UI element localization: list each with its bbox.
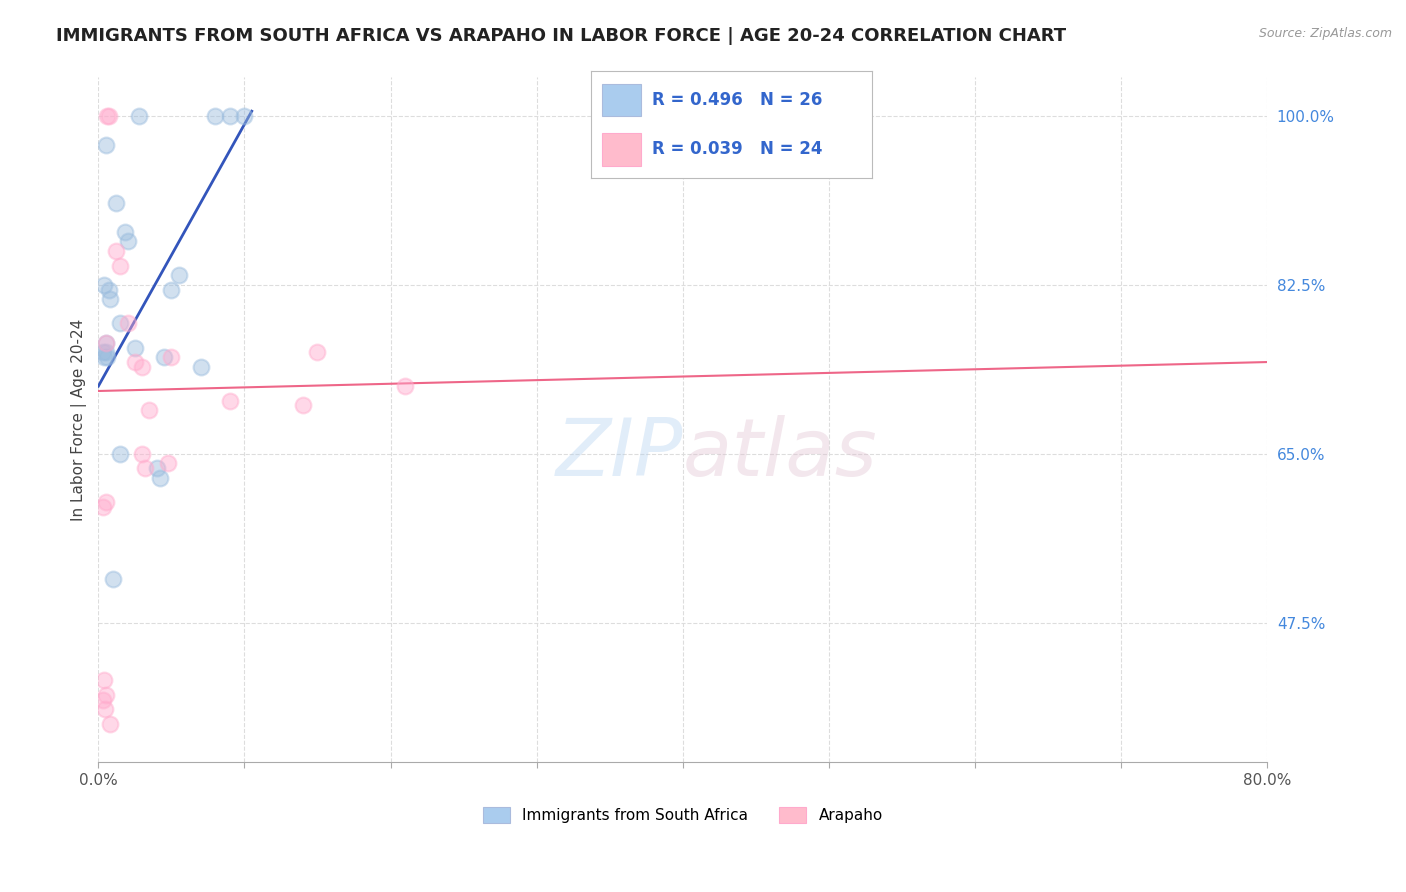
- Point: [96, 109, 118, 123]
- Point: [131, 447, 153, 461]
- Point: [128, 109, 150, 123]
- Point: [97, 109, 120, 123]
- Point: [134, 461, 156, 475]
- Point: [218, 109, 240, 123]
- Point: [110, 447, 132, 461]
- Point: [167, 268, 190, 283]
- Point: [94, 335, 117, 350]
- Point: [117, 235, 139, 249]
- Point: [104, 195, 127, 210]
- Point: [146, 461, 169, 475]
- Point: [93, 673, 115, 688]
- Point: [204, 109, 226, 123]
- FancyBboxPatch shape: [602, 134, 641, 166]
- Point: [218, 393, 240, 408]
- Point: [131, 359, 153, 374]
- Point: [96, 335, 118, 350]
- Point: [96, 350, 118, 364]
- Point: [153, 350, 176, 364]
- Point: [98, 716, 121, 731]
- Point: [91, 500, 114, 514]
- Point: [291, 399, 314, 413]
- Point: [93, 277, 115, 292]
- Text: R = 0.039   N = 24: R = 0.039 N = 24: [652, 141, 823, 159]
- Point: [94, 138, 117, 153]
- Point: [93, 692, 115, 706]
- Text: Source: ZipAtlas.com: Source: ZipAtlas.com: [1258, 27, 1392, 40]
- Point: [117, 317, 139, 331]
- Point: [110, 259, 132, 273]
- Point: [110, 317, 132, 331]
- Y-axis label: In Labor Force | Age 20-24: In Labor Force | Age 20-24: [72, 318, 87, 521]
- Text: R = 0.496   N = 26: R = 0.496 N = 26: [652, 91, 823, 109]
- Text: IMMIGRANTS FROM SOUTH AFRICA VS ARAPAHO IN LABOR FORCE | AGE 20-24 CORRELATION C: IMMIGRANTS FROM SOUTH AFRICA VS ARAPAHO …: [56, 27, 1066, 45]
- Point: [101, 572, 124, 586]
- Text: atlas: atlas: [683, 415, 877, 493]
- Point: [124, 355, 146, 369]
- Text: ZIP: ZIP: [555, 415, 683, 493]
- Point: [190, 359, 212, 374]
- Point: [138, 403, 160, 417]
- Point: [97, 283, 120, 297]
- FancyBboxPatch shape: [602, 84, 641, 116]
- Point: [124, 341, 146, 355]
- Point: [307, 345, 329, 359]
- Point: [114, 225, 136, 239]
- Point: [93, 350, 115, 364]
- Point: [94, 702, 117, 716]
- Point: [394, 379, 416, 393]
- Point: [233, 109, 256, 123]
- Point: [160, 283, 183, 297]
- Point: [104, 244, 127, 259]
- Legend: Immigrants from South Africa, Arapaho: Immigrants from South Africa, Arapaho: [482, 807, 883, 823]
- Point: [94, 495, 117, 509]
- Point: [94, 688, 117, 702]
- Point: [98, 293, 121, 307]
- Point: [91, 345, 114, 359]
- Point: [157, 456, 180, 470]
- Point: [94, 345, 117, 359]
- Point: [149, 471, 172, 485]
- Point: [160, 350, 183, 364]
